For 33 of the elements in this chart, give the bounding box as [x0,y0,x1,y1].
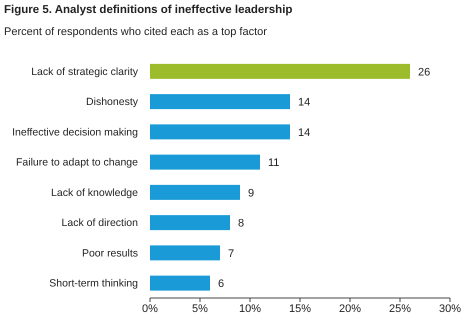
x-tick-label: 0% [142,302,158,315]
bar [150,276,210,291]
data-label: 7 [228,248,234,260]
x-tick-label: 10% [238,302,262,315]
data-label: 26 [418,66,430,78]
y-tick-label: Lack of knowledge [51,186,138,199]
bar [150,215,230,230]
bar [150,184,240,200]
data-label: 11 [268,157,280,170]
x-tick-label: 15% [288,302,312,315]
x-tick-label: 25% [388,302,412,315]
data-label: 14 [298,126,310,139]
data-label: 14 [298,96,310,109]
data-label: 8 [238,218,244,230]
bar [150,245,220,260]
bar [150,64,410,79]
chart-subtitle: Percent of respondents who cited each as a top factor [4,26,267,38]
bar [150,154,260,170]
data-label: 6 [218,278,224,290]
chart-title: Figure 5. Analyst definitions of ineffective leadership [4,4,292,16]
y-tick-label: Short-term thinking [49,278,138,290]
x-tick-label: 30% [438,302,462,315]
y-tick-label: Lack of strategic clarity [31,66,139,78]
y-tick-label: Lack of direction [62,217,138,230]
x-tick-label: 5% [192,302,208,315]
y-tick-label: Poor results [82,247,138,260]
bar [150,94,290,110]
y-tick-label: Failure to adapt to change [16,156,138,169]
x-tick-label: 20% [338,302,362,315]
y-tick-label: Ineffective decision making [12,126,138,138]
bar [150,124,290,140]
data-label: 9 [248,187,254,200]
y-tick-label: Dishonesty [86,96,139,108]
